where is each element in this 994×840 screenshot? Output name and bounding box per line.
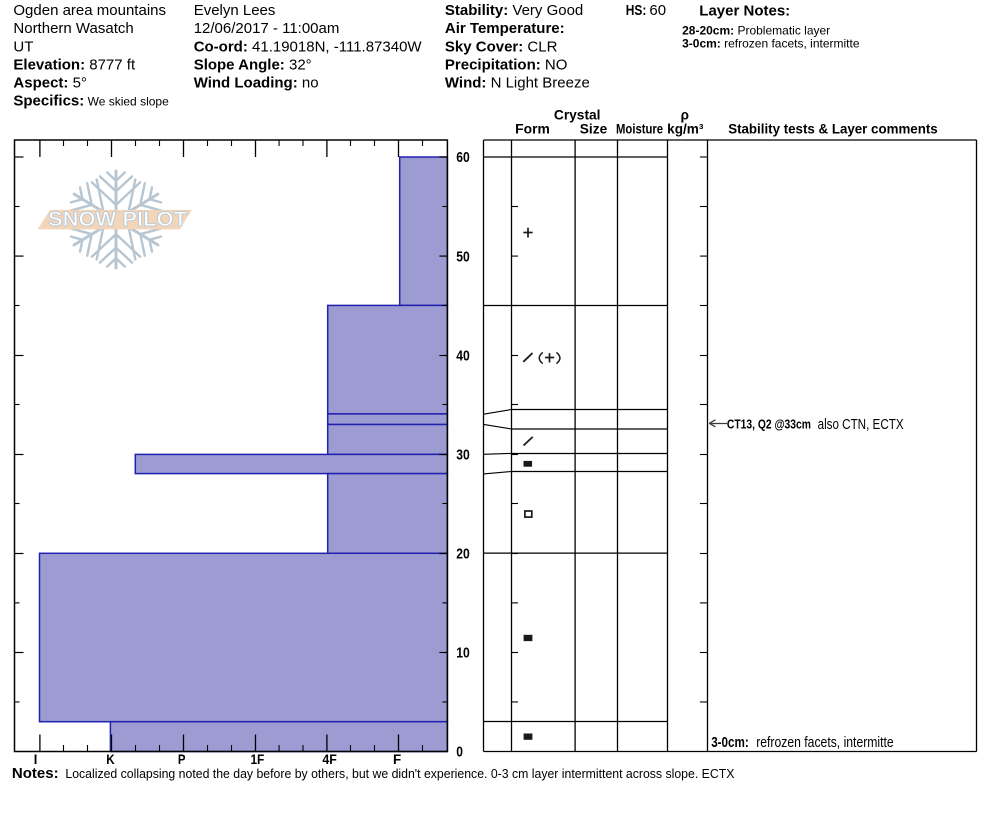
svg-text:I: I — [34, 751, 38, 767]
svg-text:Wind Loading: no: Wind Loading: no — [194, 75, 319, 92]
svg-text:Localized collapsing noted the: Localized collapsing noted the day befor… — [65, 766, 734, 781]
svg-text:SNOW PILOT: SNOW PILOT — [48, 208, 187, 231]
svg-text:3-0cm: refrozen facets, inter: 3-0cm: refrozen facets, intermitte — [682, 37, 860, 51]
svg-text:refrozen facets, intermitte: refrozen facets, intermitte — [756, 734, 894, 751]
svg-text:1F: 1F — [250, 751, 264, 767]
svg-text:F: F — [393, 751, 402, 767]
svg-text:kg/m³: kg/m³ — [667, 121, 704, 136]
svg-text:Elevation: 8777 ft: Elevation: 8777 ft — [13, 56, 136, 73]
svg-text:10: 10 — [456, 645, 470, 662]
svg-text:Air Temperature:: Air Temperature: — [445, 20, 565, 37]
svg-text:CT13, Q2 @33cm: CT13, Q2 @33cm — [727, 417, 811, 432]
svg-text:K: K — [106, 751, 114, 767]
svg-text:HS:: HS: — [626, 2, 647, 19]
svg-text:30: 30 — [456, 447, 470, 464]
svg-text:P: P — [178, 751, 186, 767]
svg-text:50: 50 — [456, 248, 470, 265]
svg-text:60: 60 — [649, 2, 666, 19]
svg-text:40: 40 — [456, 347, 470, 364]
svg-text:Size: Size — [580, 121, 608, 136]
svg-text:Precipitation: NO: Precipitation: NO — [445, 56, 568, 73]
svg-text:0: 0 — [456, 744, 463, 761]
svg-text:Layer Notes:: Layer Notes: — [699, 3, 790, 20]
svg-text:12/06/2017 - 11:00am: 12/06/2017 - 11:00am — [194, 20, 340, 37]
svg-text:also CTN, ECTX: also CTN, ECTX — [818, 416, 904, 433]
svg-text:Co-ord: 41.19018N, -111.87340W: Co-ord: 41.19018N, -111.87340W — [194, 38, 423, 55]
svg-text:4F: 4F — [322, 751, 337, 767]
svg-text:Aspect: 5°: Aspect: 5° — [13, 75, 87, 92]
svg-text:Northern Wasatch: Northern Wasatch — [13, 20, 133, 37]
svg-text:ρ: ρ — [681, 108, 689, 123]
svg-text:Notes:: Notes: — [12, 765, 59, 782]
svg-text:20: 20 — [456, 546, 470, 563]
svg-text:UT: UT — [13, 38, 33, 55]
svg-text:Stability tests & Layer commen: Stability tests & Layer comments — [728, 121, 938, 136]
svg-text:Slope Angle: 32°: Slope Angle: 32° — [194, 56, 312, 73]
svg-text:60: 60 — [456, 149, 470, 166]
svg-text:Stability: Very Good: Stability: Very Good — [445, 2, 583, 19]
svg-text:Form: Form — [515, 121, 550, 136]
svg-text:Wind: N Light Breeze: Wind: N Light Breeze — [445, 75, 590, 92]
svg-text:28-20cm: Problematic layer: 28-20cm: Problematic layer — [682, 24, 830, 38]
svg-text:Evelyn Lees: Evelyn Lees — [194, 2, 276, 19]
svg-text:Sky Cover: CLR: Sky Cover: CLR — [445, 38, 558, 55]
svg-text:Crystal: Crystal — [554, 108, 601, 123]
svg-text:Moisture: Moisture — [616, 121, 664, 136]
svg-text:Ogden area mountains: Ogden area mountains — [13, 2, 166, 19]
svg-text:Specifics: We skied slope: Specifics: We skied slope — [13, 93, 169, 110]
svg-text:3-0cm:: 3-0cm: — [711, 734, 749, 751]
